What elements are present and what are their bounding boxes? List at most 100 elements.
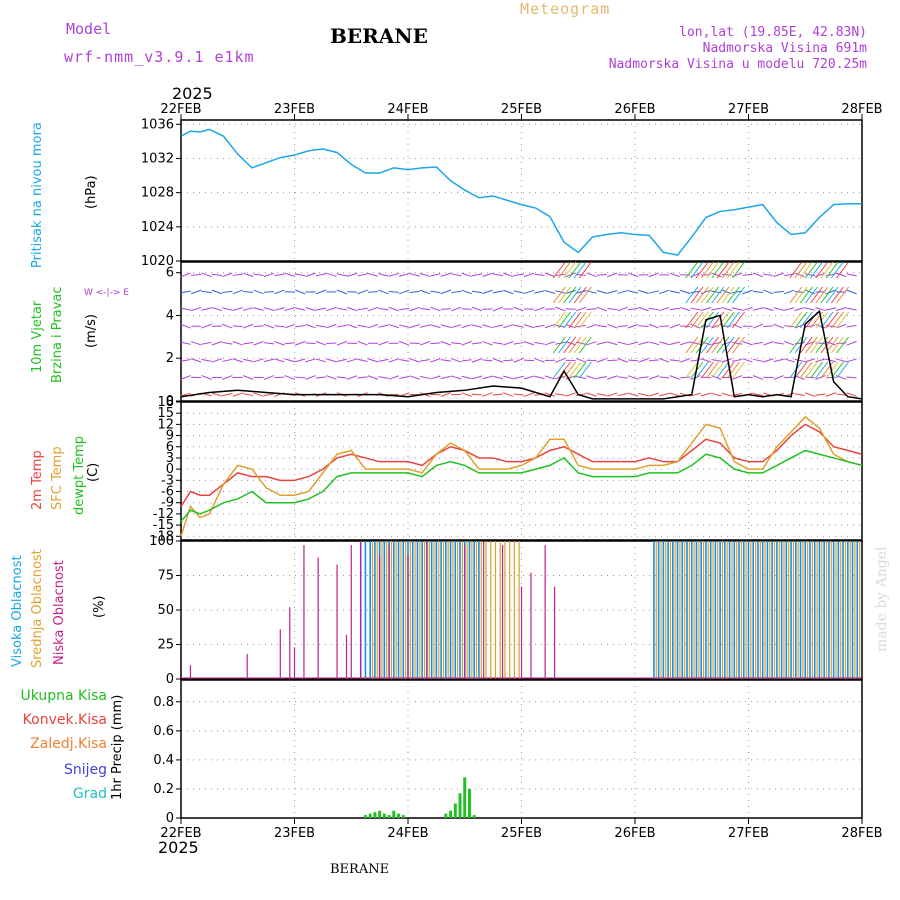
- wind-barb: [534, 290, 545, 294]
- y-tick-label: 0: [166, 672, 174, 687]
- wind-barb: [305, 358, 316, 363]
- wind-barb: [773, 342, 784, 345]
- wind-barb: [253, 358, 264, 363]
- wind-barb: [243, 342, 254, 345]
- wind-barb: [388, 291, 399, 293]
- wind-barb: [783, 289, 795, 295]
- wind-barb: [726, 261, 740, 279]
- wind-barb: [451, 358, 462, 363]
- wind-barb: [295, 307, 306, 311]
- y-tick-label: 0: [166, 394, 174, 409]
- wind-barb: [513, 375, 524, 380]
- wind-barb: [732, 307, 743, 311]
- wind-barb: [596, 341, 608, 345]
- wind-barb: [669, 392, 680, 397]
- wind-barb: [700, 376, 711, 379]
- wind-barb: [451, 273, 462, 277]
- wind-barb: [274, 273, 285, 277]
- wind-barb: [794, 393, 805, 396]
- wind-barb: [716, 361, 730, 379]
- wind-barb: [690, 261, 704, 279]
- wind-barb: [222, 341, 233, 345]
- wind-barb: [440, 308, 451, 310]
- pressure-line: [180, 128, 862, 256]
- wind-barb: [789, 336, 803, 354]
- y-tick-label: -18: [153, 529, 174, 544]
- wind-barb: [534, 375, 545, 380]
- wind-barb: [430, 324, 441, 329]
- wind-barb: [773, 323, 784, 329]
- wind-barb: [836, 261, 850, 279]
- wind-barb: [685, 361, 699, 379]
- wind-barb: [752, 341, 764, 345]
- precip-total-bar: [463, 777, 467, 818]
- wind-barb: [627, 290, 639, 294]
- wind-barb: [752, 358, 764, 362]
- wind-barb: [607, 308, 618, 311]
- wind-barb: [471, 375, 483, 380]
- wind-barb: [721, 336, 735, 354]
- wind-barb: [544, 341, 556, 346]
- wind-barb: [419, 289, 431, 295]
- wind-barb: [492, 273, 503, 277]
- wind-barb: [804, 361, 818, 379]
- wind-barb: [695, 261, 709, 279]
- y-tick-label: 4: [166, 308, 174, 323]
- precip-legend-grad: Grad: [72, 786, 107, 802]
- wind-barb: [669, 375, 680, 380]
- x-date-label-top: 26FEB: [614, 102, 655, 117]
- wind-barb: [190, 341, 202, 346]
- precip-total-bar: [397, 813, 401, 818]
- x-date-label-bottom: 23FEB: [274, 826, 315, 841]
- wind-barb: [638, 358, 649, 363]
- wind-barb: [544, 375, 556, 380]
- y-tick-label: 1028: [141, 186, 174, 201]
- wind-barb: [578, 361, 592, 379]
- wind-barb: [347, 306, 358, 312]
- wind-barb: [201, 272, 212, 278]
- y-tick-label: 0.2: [153, 782, 174, 797]
- x-date-label-top: 22FEB: [160, 102, 201, 117]
- wind-barb: [596, 290, 608, 294]
- wind-barb: [690, 392, 701, 397]
- wind-barb: [695, 336, 709, 354]
- wind-barb: [552, 311, 566, 329]
- wind-barb: [706, 336, 719, 354]
- wind-barb: [685, 311, 699, 329]
- wind-barb: [274, 307, 285, 311]
- y-tick-label: 0.6: [153, 724, 174, 739]
- wind-barb: [513, 273, 524, 277]
- wind-barb: [700, 306, 712, 312]
- wind-barb: [367, 306, 379, 312]
- wind-barb: [578, 311, 592, 329]
- wind-barb: [794, 361, 808, 379]
- wind-barb: [711, 261, 725, 279]
- wind-barb: [831, 311, 844, 329]
- wind-barb: [315, 358, 327, 363]
- wind-barb: [690, 323, 701, 329]
- wind-barb: [378, 340, 389, 346]
- wind-barb: [399, 272, 410, 277]
- wind-barb: [763, 273, 774, 276]
- wind-barb: [461, 392, 472, 397]
- dewpoint-line: [180, 449, 863, 522]
- wind-barb: [222, 393, 233, 397]
- wind-barb: [846, 289, 857, 295]
- wind-barb: [804, 273, 816, 277]
- wind-barb: [568, 261, 582, 279]
- wind-barb: [700, 358, 712, 363]
- wind-barb: [784, 307, 795, 311]
- wind-barb: [607, 323, 618, 329]
- wind-barb: [804, 307, 816, 311]
- wind-barb: [659, 376, 670, 379]
- wind-barb: [180, 359, 191, 362]
- wind-barb: [685, 336, 699, 354]
- wind-barb: [201, 358, 212, 362]
- wind-barb: [565, 272, 576, 278]
- wind-barb: [211, 358, 223, 363]
- wind-barb: [232, 289, 243, 295]
- wind-barb: [799, 286, 813, 304]
- wind-barb: [679, 341, 691, 346]
- wind-barb: [232, 358, 243, 363]
- wind-barb: [555, 306, 566, 312]
